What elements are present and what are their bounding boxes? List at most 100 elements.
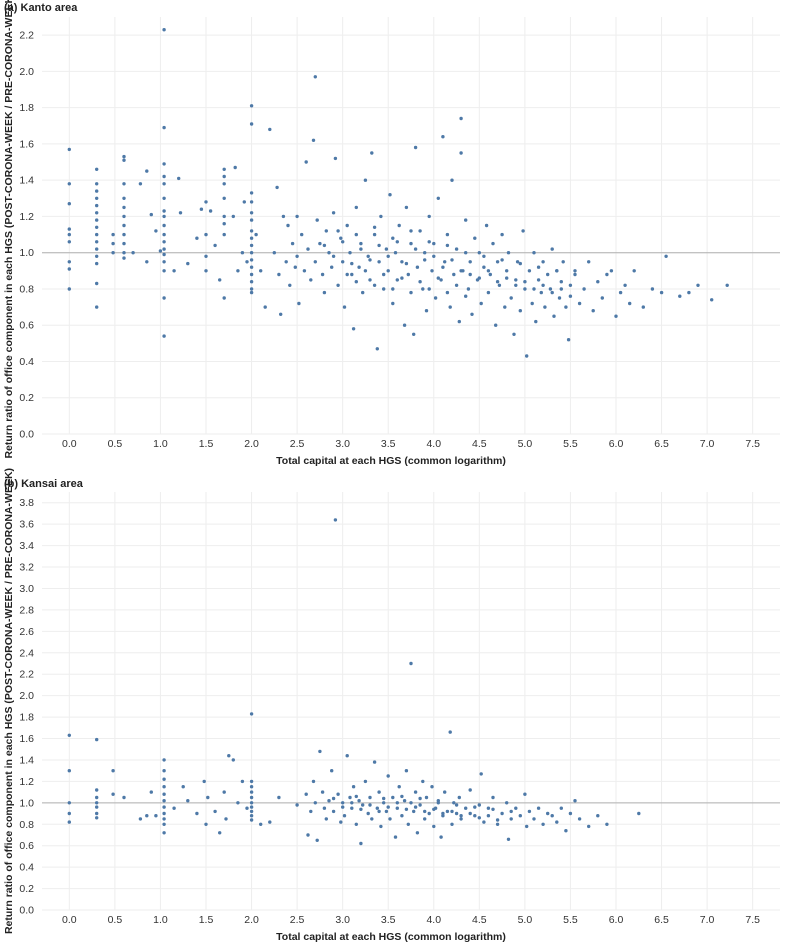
chart-2-data-point — [406, 822, 410, 826]
chart-1-data-point — [536, 265, 541, 269]
chart-1-data-point — [552, 314, 556, 318]
chart-2-data-point — [249, 785, 254, 789]
chart-1-data-point — [268, 127, 272, 132]
chart-1-data-point — [532, 251, 536, 255]
chart-1-data-point — [295, 214, 299, 219]
chart-2-data-point — [249, 809, 254, 814]
chart-1-data-point — [242, 200, 246, 204]
chart-1-data-point — [541, 260, 545, 264]
chart-2-data-point — [350, 801, 354, 805]
chart-1-data-point — [336, 229, 340, 233]
chart-2-x-tick-label: 6.5 — [654, 914, 669, 926]
chart-2-y-tick-label: 3.2 — [19, 562, 34, 574]
chart-1-data-point — [568, 294, 573, 298]
chart-1-data-point — [204, 200, 208, 204]
chart-1-data-point — [363, 178, 368, 182]
chart-1-data-point — [391, 301, 395, 306]
chart-1-data-point — [320, 272, 325, 277]
chart-2-data-point — [249, 795, 254, 800]
chart-2-data-point — [249, 818, 254, 822]
chart-1-data-point — [263, 305, 267, 309]
chart-1-data-point — [162, 269, 166, 273]
chart-1-data-point — [249, 200, 254, 204]
chart-1-data-point — [404, 261, 409, 266]
chart-2-data-point — [186, 799, 190, 803]
chart-2-data-point — [366, 811, 370, 816]
chart-1-data-point — [424, 309, 429, 313]
chart-1-x-tick-label: 4.5 — [472, 438, 487, 450]
chart-1-data-point — [491, 241, 495, 246]
chart-2-data-point — [495, 822, 500, 826]
chart-1-data-point — [222, 182, 226, 186]
chart-2-data-point — [386, 805, 390, 809]
chart-1-data-point — [309, 278, 313, 282]
chart-1-data-point — [600, 296, 604, 300]
chart-1-data-point — [315, 218, 319, 222]
chart-1-data-point — [111, 251, 115, 255]
chart-2-title: (b) Kansai area — [4, 478, 84, 490]
chart-1-data-point — [421, 287, 425, 291]
chart-1-data-point — [322, 243, 327, 248]
chart-1-data-point — [204, 254, 208, 258]
chart-2-y-tick-label: 0.6 — [19, 840, 34, 852]
chart-2-data-point — [413, 790, 418, 794]
chart-2-y-tick-label: 1.2 — [19, 776, 34, 788]
chart-1-data-point — [149, 212, 153, 217]
chart-1-data-point — [534, 319, 538, 324]
chart-2-data-point — [379, 824, 383, 829]
chart-1-data-point — [162, 162, 166, 166]
chart-1-data-point — [532, 287, 536, 291]
chart-2-y-tick-label: 0.4 — [19, 862, 34, 874]
chart-1-data-point — [162, 260, 166, 264]
chart-2-data-point — [304, 792, 308, 796]
chart-2-data-point — [348, 795, 352, 800]
chart-2-x-tick-label: 7.5 — [745, 914, 760, 926]
chart-2-data-point — [409, 801, 413, 805]
chart-1-data-point — [452, 272, 456, 277]
chart-1-data-point — [515, 260, 520, 264]
chart-2-y-tick-label: 3.0 — [19, 583, 34, 595]
chart-1-data-point — [199, 207, 204, 211]
chart-1-data-point — [457, 319, 461, 324]
chart-1-data-point — [95, 203, 99, 208]
chart-1-data-point — [384, 247, 389, 251]
chart-1-data-point — [67, 240, 72, 244]
chart-1-y-tick-label: 0.4 — [19, 356, 34, 368]
chart-1-data-point — [433, 296, 438, 300]
chart-2-data-point — [162, 817, 166, 821]
chart-2-data-point — [345, 754, 349, 758]
chart-1-data-point — [550, 290, 554, 295]
chart-1-data-point — [368, 278, 372, 282]
chart-2-data-point — [318, 749, 322, 754]
chart-2-data-point — [322, 806, 327, 810]
chart-1-data-point — [505, 269, 509, 273]
chart-1-data-point — [249, 191, 254, 195]
chart-1-data-point — [348, 251, 352, 255]
chart-2-data-point — [577, 817, 582, 821]
chart-1-data-point — [423, 251, 427, 255]
chart-1-data-point — [122, 256, 126, 260]
chart-1-data-point — [557, 296, 562, 300]
chart-1-data-point — [710, 298, 714, 302]
chart-1-data-point — [523, 280, 527, 284]
chart-2-data-point — [486, 814, 491, 818]
chart-1-data-point — [432, 254, 436, 258]
chart-1-y-tick-label: 0.8 — [19, 283, 34, 295]
chart-1-data-point — [275, 185, 279, 190]
chart-1-data-point — [605, 272, 609, 277]
chart-2-data-point — [404, 769, 409, 773]
chart-1-data-point — [464, 251, 468, 255]
chart-1-data-point — [339, 236, 343, 240]
chart-2-data-point — [277, 795, 281, 800]
chart-2-data-point — [95, 788, 99, 792]
chart-2-data-point — [415, 831, 420, 835]
chart-2-data-point — [249, 814, 254, 818]
chart-2-data-point — [315, 838, 319, 842]
chart-2-data-point — [149, 790, 153, 794]
chart-1-data-point — [439, 278, 443, 282]
chart-2-data-point — [375, 806, 379, 810]
chart-2-x-tick-label: 0.0 — [62, 914, 77, 926]
chart-1-data-point — [95, 211, 99, 215]
chart-1-data-point — [231, 214, 235, 219]
chart-1-y-tick-label: 1.4 — [19, 175, 34, 187]
